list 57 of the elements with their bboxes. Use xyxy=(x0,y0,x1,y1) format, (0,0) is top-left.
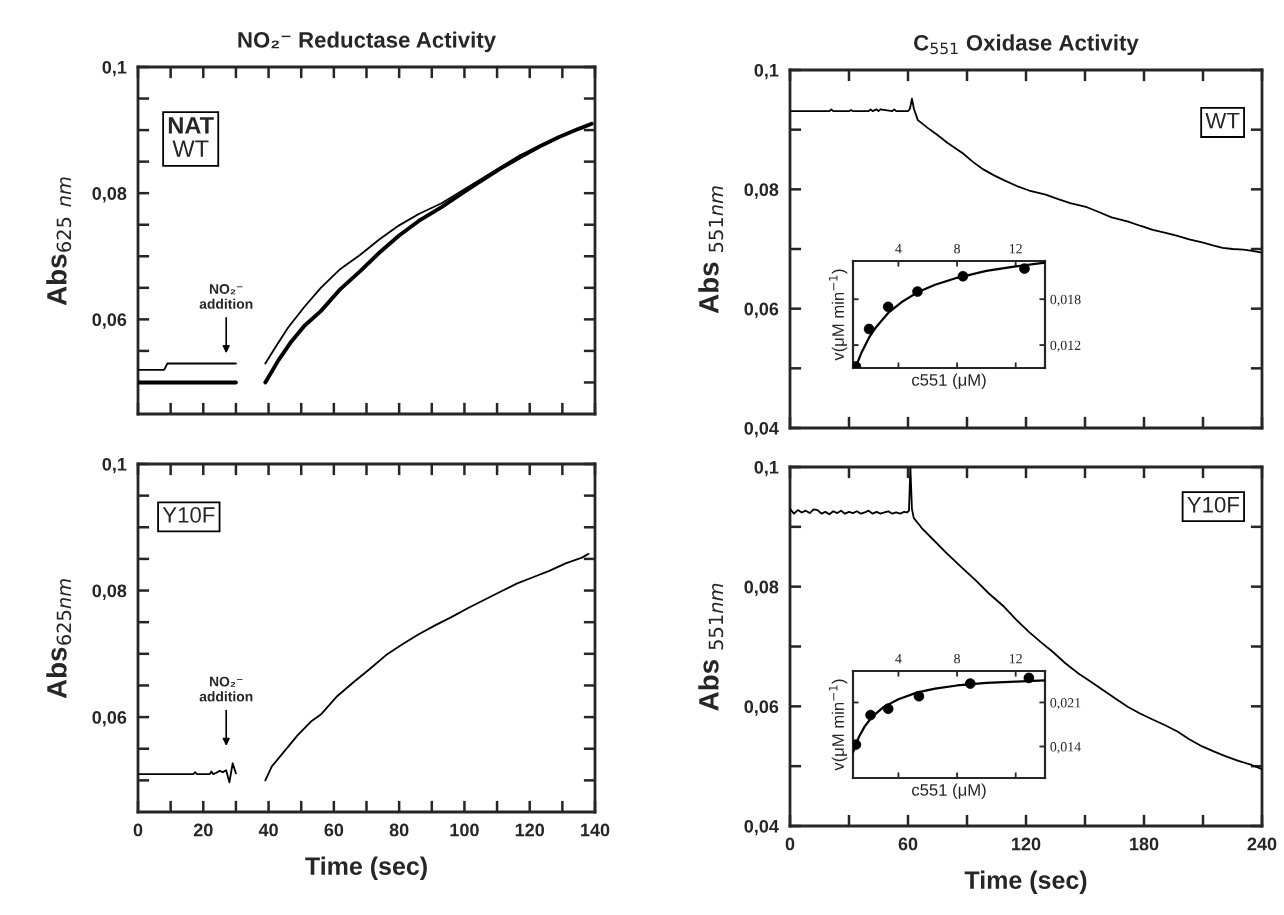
y-tick-label: 0,08 xyxy=(92,187,127,203)
x-axis-title: c551 (μM) xyxy=(912,373,986,390)
y-tick-label: 0,014 xyxy=(1050,742,1081,754)
y-tick-label: 0,1 xyxy=(102,60,127,77)
x-tick-label: 40 xyxy=(258,823,278,837)
y-axis-title: Abs $_{551nm}$ xyxy=(698,186,724,314)
x-tick-label: 0 xyxy=(133,823,143,837)
y-axis-title: v(μM min$^{−1}$) xyxy=(828,679,848,771)
x-axis-title: c551 (μM) xyxy=(912,783,986,800)
annotation: WT xyxy=(172,140,209,157)
x-tick-label: 60 xyxy=(898,837,918,851)
x-tick-label: 8 xyxy=(954,653,960,664)
y-tick-label: 0,06 xyxy=(92,313,127,329)
x-axis-title: Time (sec) xyxy=(305,856,427,880)
y-tick-label: 0,04 xyxy=(744,819,779,836)
y-tick-label: 0,012 xyxy=(1050,340,1081,353)
x-tick-label: 180 xyxy=(1130,837,1159,851)
chart-title: NO₂⁻ Reductase Activity xyxy=(238,31,496,53)
x-tick-label: 100 xyxy=(450,823,479,837)
annotation: Y10F xyxy=(162,507,215,523)
y-tick-label: 0,06 xyxy=(92,711,127,727)
annotation: WT xyxy=(1205,112,1240,129)
y-tick-label: 0,06 xyxy=(744,302,779,318)
x-tick-label: 0 xyxy=(785,837,795,851)
y-tick-label: 0,1 xyxy=(754,63,779,80)
annotation: NO₂⁻ addition xyxy=(199,676,253,702)
y-tick-label: 0,08 xyxy=(92,584,127,600)
x-axis-title: Time (sec) xyxy=(964,870,1087,894)
chart-title: C$_{551}$ Oxidase Activity xyxy=(914,34,1139,56)
x-tick-label: 120 xyxy=(515,823,545,837)
annotation: NO₂⁻ addition xyxy=(199,284,253,309)
x-tick-label: 4 xyxy=(895,654,902,664)
x-tick-label: 4 xyxy=(895,244,902,254)
x-tick-label: 8 xyxy=(954,243,960,254)
y-tick-label: 0,1 xyxy=(102,457,127,474)
y-tick-label: 0,08 xyxy=(744,580,779,596)
y-tick-label: 0,018 xyxy=(1050,294,1081,307)
annotation: Y10F xyxy=(1187,496,1240,513)
y-tick-label: 0,04 xyxy=(744,421,779,438)
y-tick-label: 0,06 xyxy=(744,700,779,716)
y-tick-label: 0,08 xyxy=(744,183,779,199)
y-axis-title: Abs$_{625nm}$ xyxy=(46,579,72,699)
x-tick-label: 60 xyxy=(324,823,344,837)
y-axis-title: Abs $_{551nm}$ xyxy=(698,583,724,711)
y-tick-label: 0,021 xyxy=(1050,698,1081,710)
x-tick-label: 12 xyxy=(1009,653,1022,664)
line-series xyxy=(790,97,1262,254)
x-tick-label: 120 xyxy=(1012,837,1041,851)
x-tick-label: 80 xyxy=(389,823,409,837)
x-tick-label: 140 xyxy=(581,823,610,837)
x-tick-label: 240 xyxy=(1247,837,1277,851)
y-axis-title: v(μM min$^{−1}$) xyxy=(828,269,848,361)
y-axis-title: Abs$_{625 nm}$ xyxy=(46,177,72,306)
x-tick-label: 12 xyxy=(1009,243,1022,254)
y-tick-label: 0,1 xyxy=(754,460,779,477)
annotation: NAT xyxy=(168,117,214,134)
x-tick-label: 20 xyxy=(193,823,213,837)
